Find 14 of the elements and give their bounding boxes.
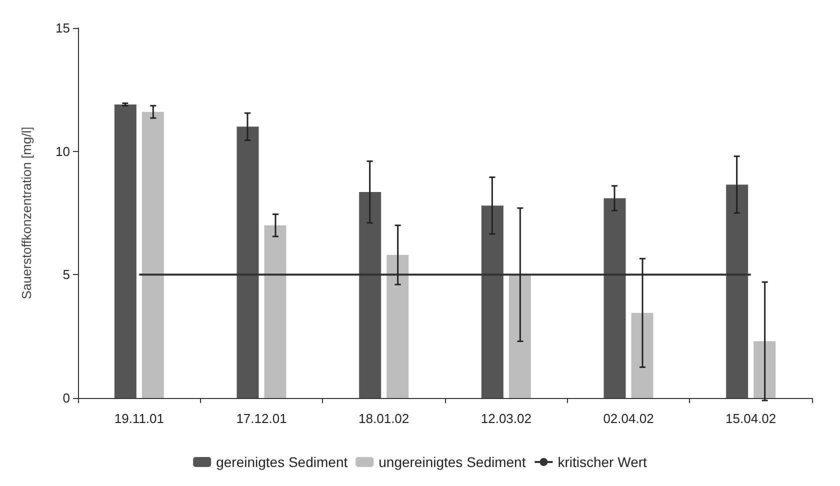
y-axis-title: Sauerstoffkonzentration [mg/l] — [19, 126, 34, 300]
legend-label: ungereinigtes Sediment — [378, 454, 526, 470]
x-tick-label: 02.04.02 — [603, 411, 654, 426]
legend-label: gereinigtes Sediment — [216, 454, 348, 470]
x-tick-label: 19.11.01 — [114, 411, 164, 426]
x-tick-label: 15.04.02 — [726, 411, 776, 426]
y-tick-label: 5 — [62, 267, 70, 282]
legend-label: kritischer Wert — [558, 454, 648, 470]
x-tick-label: 17.12.01 — [236, 411, 287, 426]
y-tick-label: 15 — [56, 20, 70, 36]
y-tick-label: 10 — [56, 144, 70, 159]
x-tick-label: 12.03.02 — [480, 411, 532, 426]
y-tick-label: 0 — [62, 390, 70, 406]
x-tick-label: 18.01.02 — [358, 411, 410, 426]
